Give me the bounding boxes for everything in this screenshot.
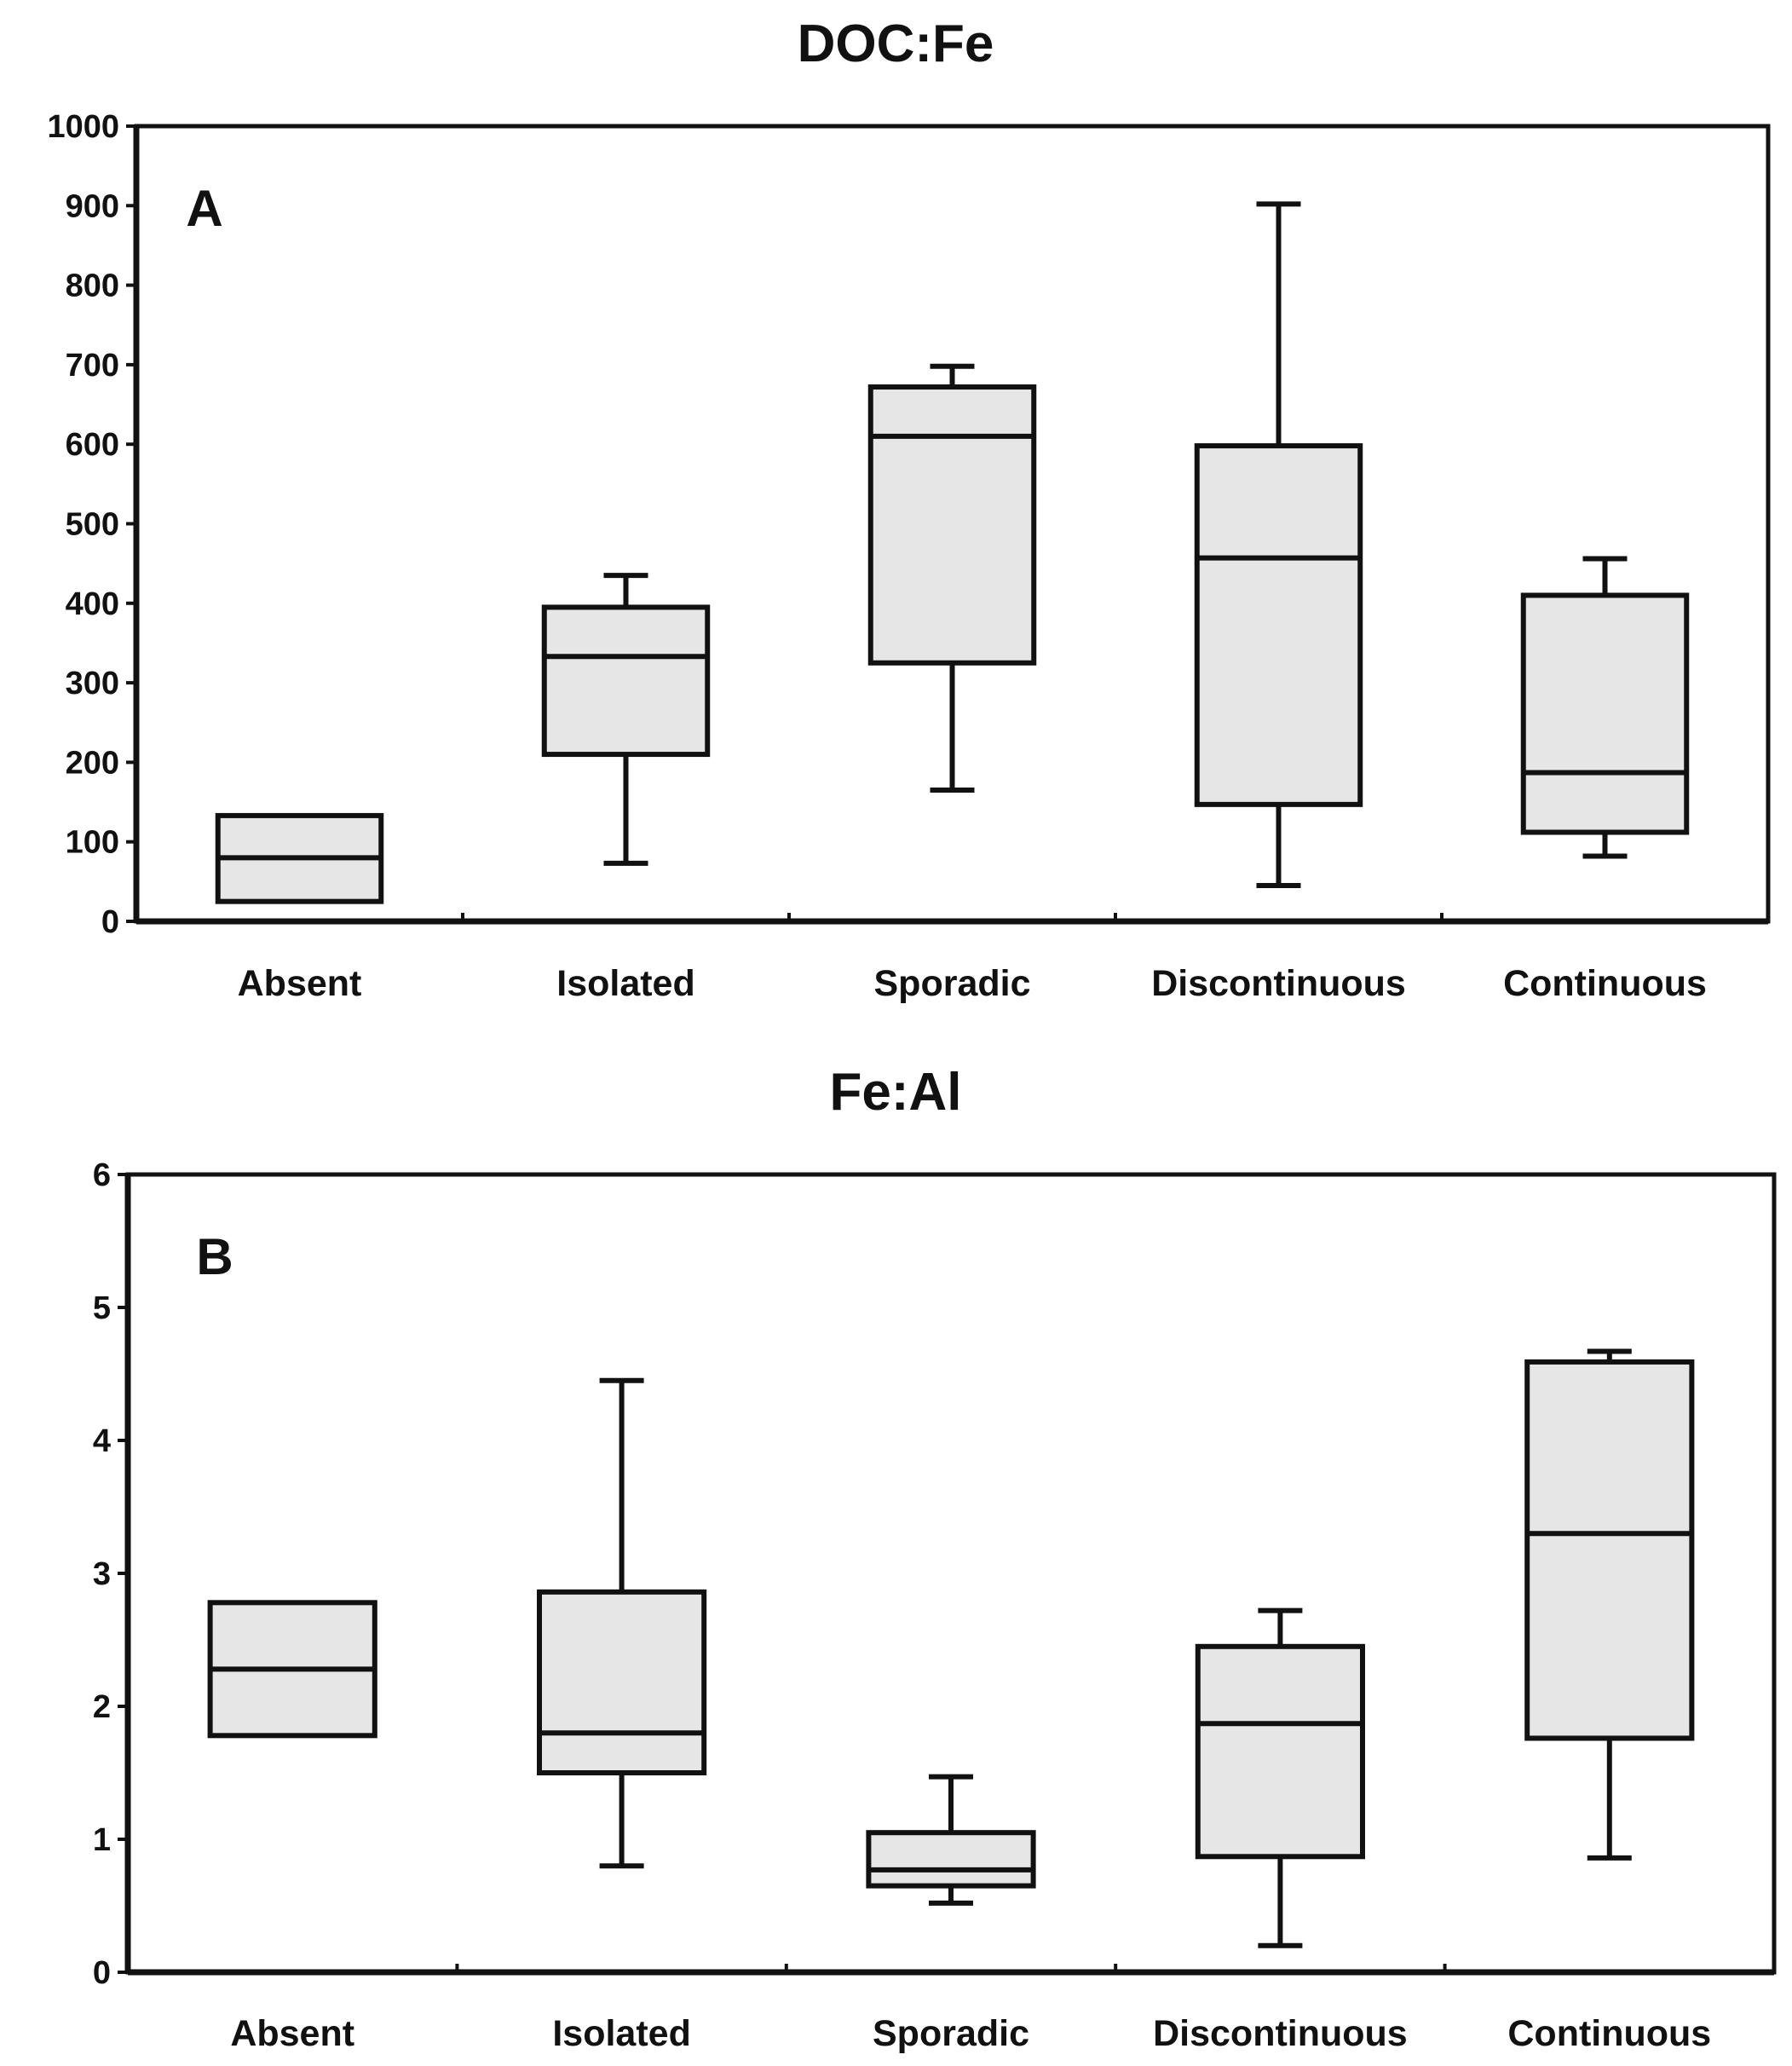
box-continuous bbox=[1520, 556, 1690, 859]
box-sporadic bbox=[866, 1774, 1036, 1906]
y-tick-label: 5 bbox=[93, 1290, 111, 1326]
x-category-label: Isolated bbox=[556, 963, 695, 1004]
x-category-label: Isolated bbox=[552, 2013, 691, 2054]
y-tick-label: 600 bbox=[66, 427, 119, 463]
box-discontinuous bbox=[1194, 201, 1363, 889]
box-isolated bbox=[537, 1377, 707, 1869]
iqr-box bbox=[541, 604, 711, 758]
x-category-label: Absent bbox=[238, 963, 362, 1004]
x-category-label: Continuous bbox=[1503, 963, 1707, 1004]
x-category-label: Sporadic bbox=[874, 963, 1031, 1004]
y-tick-label: 300 bbox=[66, 666, 119, 701]
x-category-label: Discontinuous bbox=[1153, 2013, 1408, 2054]
chart-title-a: DOC:Fe bbox=[798, 14, 994, 73]
chart-title-b: Fe:Al bbox=[830, 1063, 962, 1122]
y-tick-label: 1 bbox=[93, 1822, 111, 1858]
iqr-box bbox=[866, 1830, 1036, 1889]
y-tick-label: 400 bbox=[66, 586, 119, 622]
y-tick-label: 900 bbox=[66, 188, 119, 224]
iqr-box bbox=[867, 384, 1037, 666]
iqr-box bbox=[537, 1589, 707, 1775]
y-tick-label: 1000 bbox=[47, 109, 119, 145]
panel-label-b: B bbox=[196, 1228, 233, 1285]
y-tick-label: 500 bbox=[66, 507, 119, 543]
x-category-label: Absent bbox=[230, 2013, 354, 2054]
iqr-box bbox=[1524, 1359, 1695, 1741]
x-category-label: Sporadic bbox=[873, 2013, 1029, 2054]
y-tick-label: 3 bbox=[93, 1556, 111, 1592]
y-tick-label: 0 bbox=[93, 1955, 111, 1991]
iqr-box bbox=[1520, 592, 1690, 835]
box-continuous bbox=[1524, 1348, 1695, 1861]
y-tick-label: 4 bbox=[93, 1423, 111, 1459]
panel-b: Fe:Al B 0 1 2 3 4 5 6 Absent Isolated Sporadic Dis… bbox=[93, 1063, 1777, 2054]
y-tick-label: 700 bbox=[66, 348, 119, 384]
iqr-box bbox=[1194, 443, 1363, 807]
y-tick-label: 100 bbox=[66, 825, 119, 861]
iqr-box bbox=[1195, 1643, 1366, 1860]
box-absent bbox=[215, 812, 384, 904]
box-discontinuous bbox=[1195, 1607, 1366, 1948]
x-category-label: Discontinuous bbox=[1151, 963, 1406, 1004]
y-tick-label: 2 bbox=[93, 1689, 111, 1725]
panel-label-a: A bbox=[186, 180, 222, 237]
y-tick-label: 200 bbox=[66, 745, 119, 781]
y-tick-label: 0 bbox=[101, 904, 119, 940]
y-tick-label: 800 bbox=[66, 268, 119, 304]
y-tick-label: 6 bbox=[93, 1157, 111, 1193]
box-isolated bbox=[541, 573, 711, 866]
box-absent bbox=[207, 1600, 377, 1739]
panel-a: DOC:Fe A 0 100 200 300 400 500 600 700 800 900 100… bbox=[47, 14, 1771, 1004]
x-category-label: Continuous bbox=[1507, 2013, 1711, 2054]
box-sporadic bbox=[867, 363, 1037, 794]
